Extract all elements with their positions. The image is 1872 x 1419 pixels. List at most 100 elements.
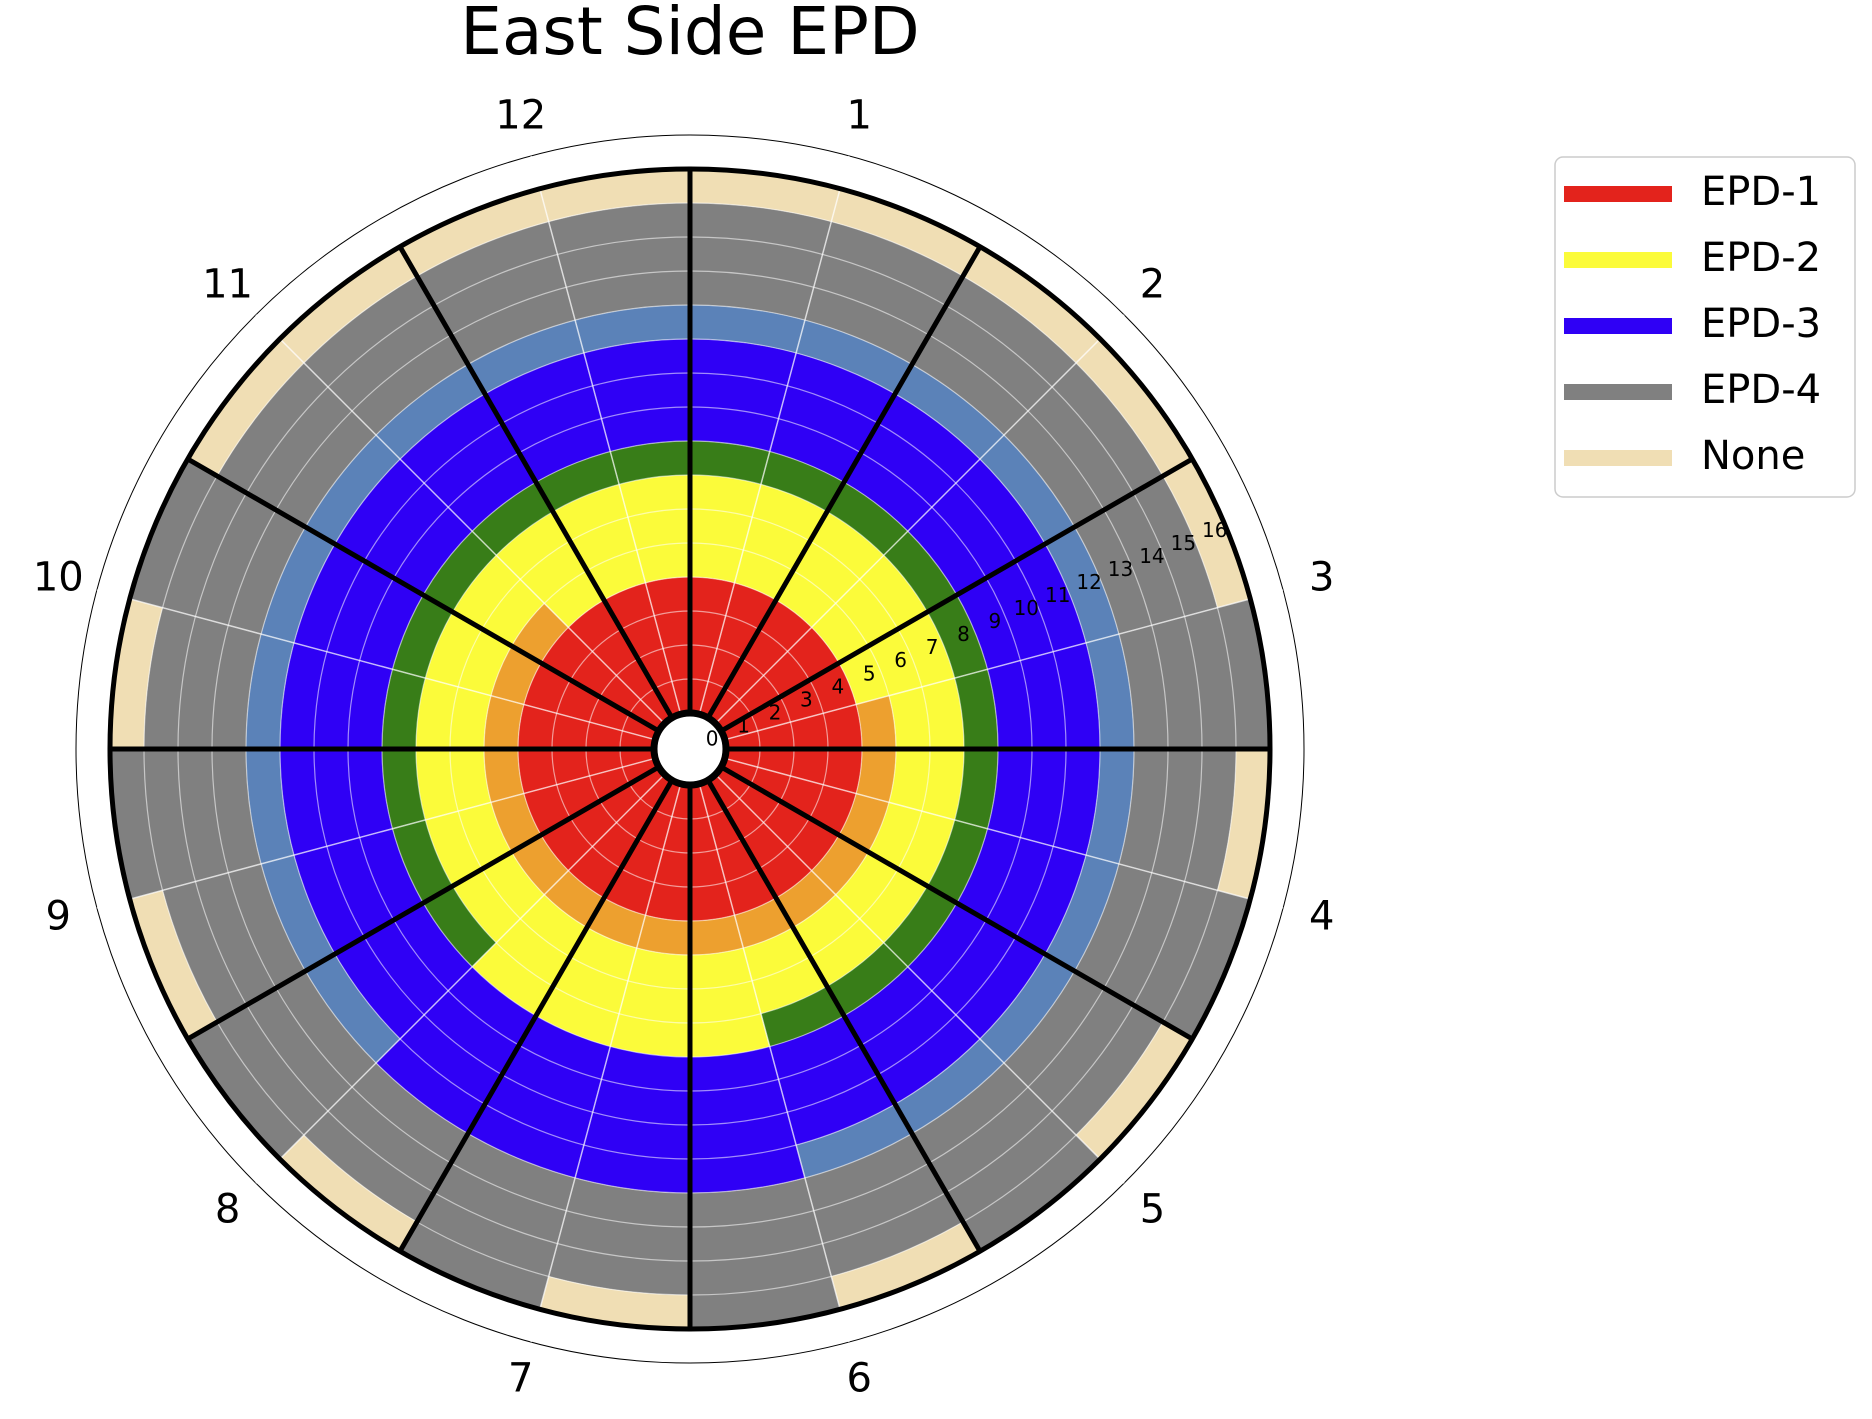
bar-segment — [279, 246, 417, 363]
x-tick-label: 11 — [202, 262, 253, 308]
bar-segment — [804, 1133, 963, 1277]
x-tick-label: 6 — [847, 1356, 872, 1402]
bar-segment — [979, 954, 1075, 1063]
bar-segment — [280, 749, 393, 856]
bar-segment — [472, 894, 587, 1016]
legend: EPD-1 EPD-2 EPD-3 EPD-4 None — [1554, 156, 1856, 498]
bar-segment — [734, 897, 793, 948]
bar-segment — [303, 276, 468, 436]
x-tick-label: 4 — [1309, 893, 1334, 939]
grid-line — [698, 783, 850, 1343]
bar-segment — [954, 669, 998, 749]
bar-segment — [392, 819, 453, 903]
bar-segment — [541, 627, 665, 731]
bar-segment — [721, 758, 857, 835]
divider — [719, 764, 1194, 1042]
legend-frame — [1554, 156, 1856, 498]
bar-segment — [217, 362, 377, 527]
x-tick-label: 10 — [33, 555, 84, 601]
bar-segment — [553, 484, 646, 601]
bar-segment — [987, 642, 1100, 749]
grid-line — [714, 773, 1125, 1184]
y-tick-label: 5 — [863, 661, 876, 685]
grid-line — [96, 757, 656, 909]
grid-line — [724, 589, 1284, 741]
bar-segment — [293, 544, 424, 670]
bar-segment — [382, 749, 426, 829]
bar-segment — [472, 482, 553, 556]
bar-segment — [883, 531, 957, 612]
bar-segment — [1045, 855, 1119, 971]
divider — [705, 245, 983, 720]
bar-segment — [708, 600, 812, 724]
bar-segment — [619, 475, 690, 583]
outer-ring — [107, 166, 1273, 1332]
bar-segment — [690, 1177, 841, 1329]
bar-segment — [575, 1046, 690, 1193]
bar-segment — [261, 527, 335, 643]
bar-segment — [279, 1135, 417, 1252]
bar-segment — [776, 870, 836, 928]
divider — [705, 778, 983, 1253]
grid-line — [714, 314, 1125, 725]
bar-segment — [769, 352, 895, 483]
bar-segment — [468, 1015, 611, 1178]
x-tick-label: 3 — [1309, 555, 1334, 601]
bar-segment — [856, 695, 896, 749]
bar-segment — [690, 915, 744, 955]
bar-segment — [162, 863, 306, 1022]
bar-segment — [743, 927, 827, 1014]
grid-line — [530, 783, 682, 1343]
grid-line — [530, 155, 682, 715]
bar-segment — [827, 482, 908, 556]
legend-label: EPD-2 — [1701, 235, 1821, 281]
divider — [397, 245, 675, 720]
bar-segment — [690, 441, 770, 485]
bar-segment — [1076, 1022, 1193, 1160]
bar-segment — [699, 780, 776, 916]
bar-segment — [636, 915, 690, 955]
legend-label: None — [1701, 433, 1805, 479]
bar-segment — [400, 188, 549, 277]
bar-segment — [417, 221, 576, 365]
bar-segment — [587, 897, 646, 948]
bar-segment — [261, 855, 335, 971]
chart-title: East Side EPD — [460, 0, 919, 70]
y-tick-label: 3 — [800, 687, 813, 711]
bar-segment — [610, 947, 690, 1057]
grid-line — [724, 757, 1284, 909]
y-tick-label: 12 — [1076, 570, 1101, 594]
bar-segment — [927, 595, 988, 679]
bar-segment — [305, 435, 401, 544]
bar-segment — [382, 669, 426, 749]
bar-segment — [548, 1177, 690, 1295]
bar-segment — [523, 758, 659, 835]
bar-segment — [376, 364, 485, 460]
y-tick-label: 1 — [737, 713, 750, 737]
bar-segment — [954, 749, 998, 829]
bar-segment — [956, 828, 1087, 954]
bar-segment — [280, 642, 393, 749]
bar-segment — [699, 582, 776, 718]
bar-segment — [956, 544, 1087, 670]
bar-segment — [485, 352, 611, 483]
legend-label: EPD-1 — [1701, 169, 1821, 215]
bar-segment — [690, 1046, 805, 1193]
y-tick-label: 0 — [706, 726, 719, 750]
divider — [186, 764, 661, 1042]
bar-segment — [912, 276, 1077, 436]
legend-label: EPD-3 — [1701, 301, 1821, 347]
x-tick-label: 5 — [1140, 1186, 1165, 1232]
bar-segment — [536, 451, 620, 512]
bar-segment — [708, 774, 812, 898]
bar-segment — [1086, 634, 1134, 749]
x-tick-label: 7 — [508, 1356, 533, 1402]
y-tick-label: 16 — [1202, 518, 1227, 542]
bar-segment — [496, 511, 604, 628]
bar-segment — [690, 339, 797, 452]
center-hole — [650, 709, 730, 789]
bar-segment — [1118, 598, 1270, 749]
bar-segment — [1118, 749, 1236, 891]
